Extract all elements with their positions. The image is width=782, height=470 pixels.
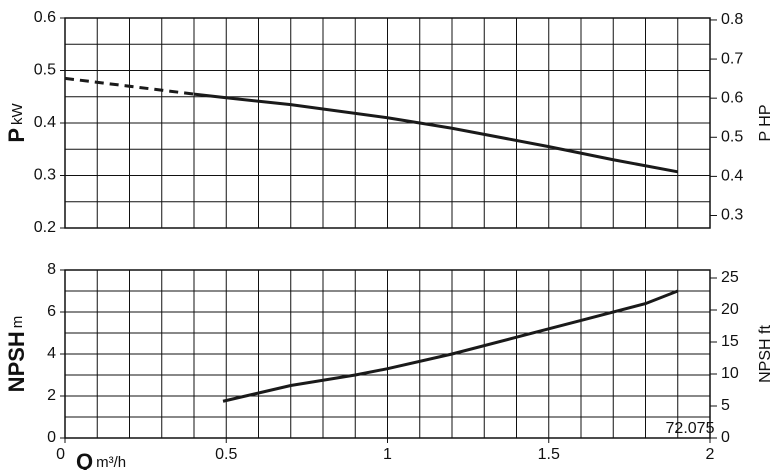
x-tick-label: 1.5 <box>538 446 560 463</box>
x-tick-label: 2 <box>706 446 715 463</box>
x-label-main: Q <box>76 449 93 470</box>
y-label-main: P <box>4 128 29 143</box>
y-tick-label: 0.3 <box>34 167 56 184</box>
curve <box>222 289 679 403</box>
y-tick-label: 0.5 <box>34 62 56 79</box>
y-tick-label: 2 <box>47 387 56 404</box>
y-tick-label: 6 <box>47 303 56 320</box>
y2-tick-label: 0.8 <box>721 11 743 28</box>
y-axis-label-text: NPSH m <box>4 316 29 393</box>
y2-tick-label: 15 <box>721 333 739 350</box>
y2-tick-label: 20 <box>721 301 739 318</box>
y-axis-label: PkW <box>4 102 29 142</box>
note: 72.075 <box>666 420 715 437</box>
y-tick-label: 0.2 <box>34 219 56 236</box>
y-label-unit: kW <box>9 102 26 125</box>
y2-tick-label: 0.4 <box>721 168 743 185</box>
y2-tick-label: 5 <box>721 397 730 414</box>
y2-tick-label: 0.5 <box>721 128 743 145</box>
y2-tick-label: 0.3 <box>721 207 743 224</box>
y-tick-label: 0.4 <box>34 114 56 131</box>
x-tick-label: 0.5 <box>215 446 237 463</box>
x-label-unit: m³/h <box>96 454 126 470</box>
y-tick-label: 4 <box>47 345 56 362</box>
y2-axis-label: NPSH ft <box>757 325 774 383</box>
curve <box>64 76 195 96</box>
y-tick-label: 0 <box>47 429 56 446</box>
x-tick-label: 0 <box>56 446 65 463</box>
curve <box>193 92 679 174</box>
y-axis-label-text: PkW <box>4 102 29 142</box>
y2-tick-label: 10 <box>721 365 739 382</box>
y-axis-label: NPSH m <box>4 316 29 393</box>
y2-tick-label: 0.7 <box>721 50 743 67</box>
y-label-unit: m <box>9 316 26 329</box>
y2-tick-label: 25 <box>721 269 739 286</box>
y-tick-label: 8 <box>47 261 56 278</box>
y-tick-label: 0.6 <box>34 9 56 26</box>
x-tick-label: 1 <box>383 446 392 463</box>
y2-tick-label: 0 <box>721 429 730 446</box>
y-label-main: NPSH <box>4 331 29 392</box>
y2-tick-label: 0.6 <box>721 89 743 106</box>
y2-axis-label: P HP <box>757 104 774 141</box>
